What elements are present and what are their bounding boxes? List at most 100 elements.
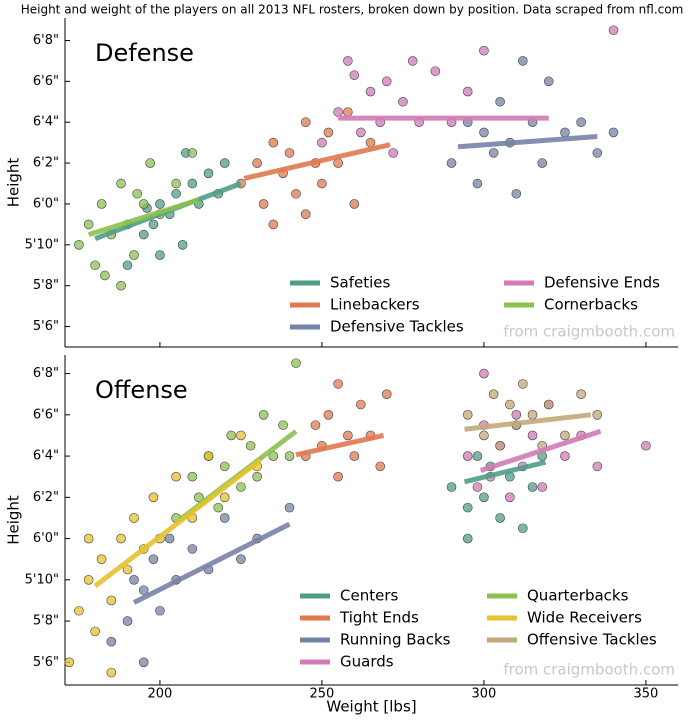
y-tick-label: 6'0" [33,531,59,546]
point [343,56,353,66]
legend-label: Quarterbacks [527,587,629,605]
point [226,430,237,441]
point [472,451,483,461]
fit-line [87,197,200,237]
point [323,127,334,138]
point [278,420,288,430]
point [132,188,143,199]
legend-label: Defensive Ends [544,274,660,292]
point [145,158,156,168]
fit-line [479,428,602,473]
point [203,168,214,179]
point [219,492,230,503]
point [148,219,159,230]
point [317,178,327,189]
fit-line [243,142,391,181]
y-axis-label: Height [5,158,23,208]
point [236,554,246,564]
point [527,410,538,420]
point [164,533,175,544]
point [462,451,473,461]
point [284,502,295,513]
point [268,219,279,230]
legend-label: Linebackers [330,296,420,314]
point [268,137,279,148]
point [155,605,165,616]
point [100,270,110,281]
point [90,626,100,637]
point [90,260,100,271]
point [310,420,321,430]
y-tick-label: 5'10" [25,572,59,587]
point [171,471,181,482]
point [333,471,343,482]
fit-line [93,458,262,588]
point [155,199,165,209]
point [291,358,301,369]
point [219,158,230,168]
point [122,564,133,575]
point [155,250,165,260]
fit-line [463,459,547,485]
point [543,399,554,410]
point [194,492,204,503]
point [300,209,311,219]
point [560,127,570,138]
point [488,148,499,158]
point [430,66,441,76]
point [236,430,246,441]
point [300,117,311,128]
point [333,107,343,117]
point [129,575,139,585]
point [213,502,224,513]
watermark: from craigmbooth.com [503,323,675,341]
point [83,575,94,585]
point [472,482,483,492]
x-tick-label: 350 [634,687,659,702]
point [518,56,528,66]
point [317,137,327,148]
point [641,440,651,451]
legend-label: Wide Receivers [527,609,642,627]
y-tick-label: 5'8" [33,278,59,293]
y-tick-label: 5'8" [33,614,59,629]
legend-label: Offensive Tackles [527,631,657,649]
y-tick-label: 5'6" [33,655,59,670]
legend-label: Cornerbacks [544,296,638,314]
point [116,533,126,544]
point [323,410,334,420]
point [258,410,269,420]
point [479,45,489,56]
point [333,379,343,389]
point [511,188,522,199]
point [462,410,473,420]
point [543,76,554,87]
point [116,280,126,291]
point [576,389,586,399]
point [608,25,619,36]
point [365,137,376,148]
x-tick-label: 250 [310,687,335,702]
point [96,199,107,209]
point [187,178,198,189]
fit-line [457,134,598,150]
y-tick-label: 6'8" [33,33,59,48]
point [106,636,117,647]
point [365,86,376,97]
point [495,96,505,107]
fit-line [464,412,592,432]
point [171,188,181,199]
y-tick-label: 6'8" [33,366,59,381]
y-axis-label: Height [5,495,23,545]
point [505,399,515,410]
point [83,533,94,544]
point [245,440,256,451]
point [356,127,366,138]
point [381,76,392,87]
point [537,482,548,492]
point [495,440,505,451]
y-tick-label: 5'6" [33,319,59,334]
point [177,240,188,250]
point [511,410,522,420]
